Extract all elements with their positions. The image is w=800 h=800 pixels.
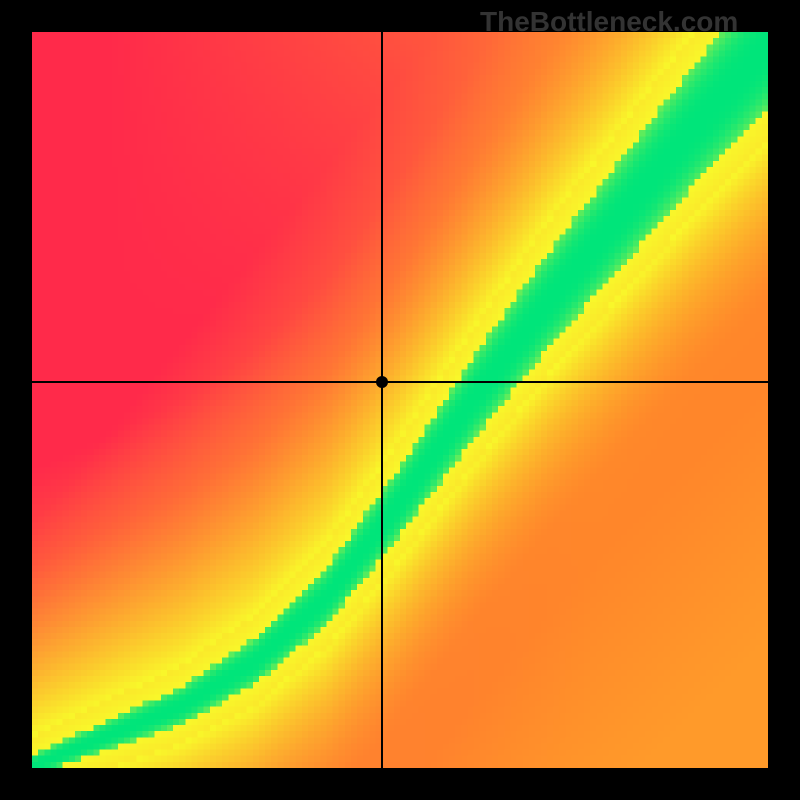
watermark-text: TheBottleneck.com (480, 6, 738, 38)
crosshair-marker-dot (376, 376, 388, 388)
crosshair-horizontal-line (32, 381, 768, 383)
crosshair-vertical-line (381, 32, 383, 768)
bottleneck-heatmap (32, 32, 768, 768)
